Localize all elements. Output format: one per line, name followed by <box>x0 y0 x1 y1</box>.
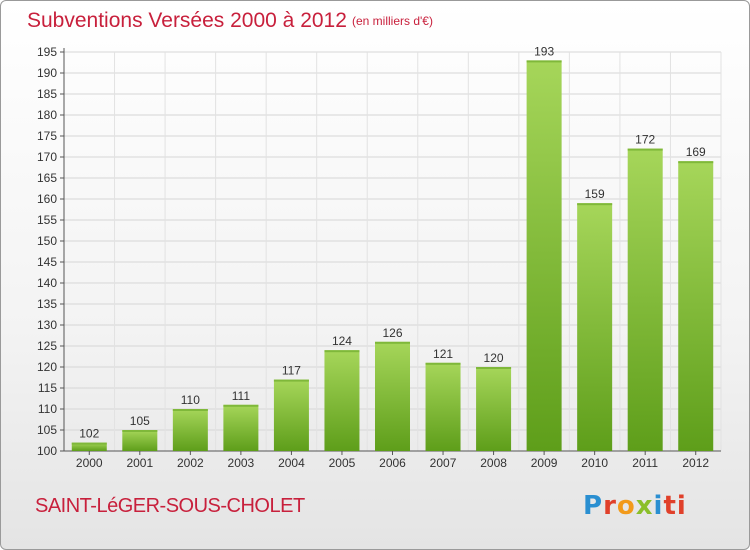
y-tick-label: 185 <box>37 87 57 101</box>
x-tick-label: 2011 <box>632 456 658 470</box>
bar-2010 <box>577 203 613 451</box>
x-tick-label: 2002 <box>177 456 204 470</box>
logo-letter: r <box>603 491 617 521</box>
y-tick-label: 180 <box>37 108 57 122</box>
y-tick-label: 135 <box>37 297 57 311</box>
y-tick-label: 110 <box>38 402 57 416</box>
x-tick-label: 2004 <box>278 456 305 470</box>
bar-cap <box>122 430 158 432</box>
value-label: 124 <box>332 334 352 348</box>
x-tick-label: 2001 <box>126 456 153 470</box>
bar-cap <box>172 409 208 411</box>
x-tick-label: 2010 <box>581 456 608 470</box>
logo-letter: i <box>653 491 664 521</box>
chart-title: Subventions Versées 2000 à 2012 <box>27 9 347 32</box>
bar-2009 <box>526 60 562 452</box>
y-tick-label: 130 <box>37 318 57 332</box>
bar-2005 <box>324 350 360 451</box>
bar-cap <box>425 362 461 365</box>
logo-letter: ti <box>663 491 687 521</box>
x-tick-label: 2003 <box>228 456 255 470</box>
y-tick-label: 175 <box>37 129 57 143</box>
x-tick-label: 2006 <box>379 456 406 470</box>
bar-2000 <box>71 442 107 451</box>
chart-subtitle: (en milliers d'€) <box>352 14 433 28</box>
value-label: 172 <box>635 133 655 147</box>
y-tick-label: 170 <box>37 150 57 164</box>
value-label: 126 <box>382 326 402 340</box>
bar-2003 <box>223 404 259 451</box>
x-tick-label: 2005 <box>329 456 356 470</box>
bar-cap <box>273 379 309 382</box>
y-tick-label: 120 <box>37 360 57 374</box>
value-label: 121 <box>433 347 453 361</box>
y-tick-label: 105 <box>37 423 57 437</box>
labels: 100 105 110 115 120 125 130 135 140 145 150 155 160 1… <box>37 44 709 470</box>
value-label: 111 <box>232 389 251 403</box>
y-tick-label: 100 <box>37 444 57 458</box>
y-tick-label: 145 <box>37 255 57 269</box>
y-tick-label: 195 <box>37 45 57 59</box>
bar-2012 <box>678 161 714 451</box>
logo-letter: x <box>635 491 654 521</box>
y-tick-label: 165 <box>37 171 57 185</box>
bar-2004 <box>273 379 309 451</box>
x-tick-label: 2007 <box>430 456 457 470</box>
x-tick-label: 2000 <box>76 456 103 470</box>
x-tick-label: 2012 <box>682 456 709 470</box>
bar-cap <box>678 161 714 164</box>
value-label: 169 <box>686 145 706 159</box>
bar-cap <box>71 442 107 445</box>
y-tick-label: 190 <box>37 66 57 80</box>
value-label: 159 <box>585 187 605 201</box>
bar-2006 <box>375 341 410 451</box>
value-label: 110 <box>181 393 200 407</box>
y-tick-label: 160 <box>37 192 57 206</box>
bars <box>71 60 714 452</box>
bar-2001 <box>122 430 158 451</box>
bar-cap <box>223 404 259 407</box>
x-tick-label: 2009 <box>531 456 558 470</box>
bar-cap <box>375 341 410 344</box>
bar-cap <box>476 367 512 369</box>
proxiti-logo: Proxiti <box>583 491 687 521</box>
value-label: 193 <box>534 44 554 58</box>
y-tick-label: 115 <box>38 381 57 395</box>
bar-2007 <box>425 362 461 451</box>
bar-2011 <box>627 148 663 451</box>
y-tick-label: 140 <box>37 276 57 290</box>
logo-letter: P <box>583 491 604 521</box>
x-tick-label: 2008 <box>480 456 507 470</box>
bar-cap <box>526 60 562 63</box>
bar-cap <box>577 203 613 206</box>
bar-2002 <box>172 409 208 451</box>
bar-cap <box>627 148 663 151</box>
value-label: 120 <box>484 351 504 365</box>
commune-name: SAINT-LéGER-SOUS-CHOLET <box>35 495 305 517</box>
value-label: 102 <box>79 427 99 441</box>
y-tick-label: 155 <box>37 213 57 227</box>
bar-2008 <box>476 367 512 451</box>
bar-cap <box>324 350 360 353</box>
y-tick-label: 125 <box>37 339 57 353</box>
value-label: 117 <box>282 364 301 378</box>
logo-letter: o <box>616 491 636 521</box>
y-tick-label: 150 <box>37 234 57 248</box>
value-label: 105 <box>130 414 150 428</box>
